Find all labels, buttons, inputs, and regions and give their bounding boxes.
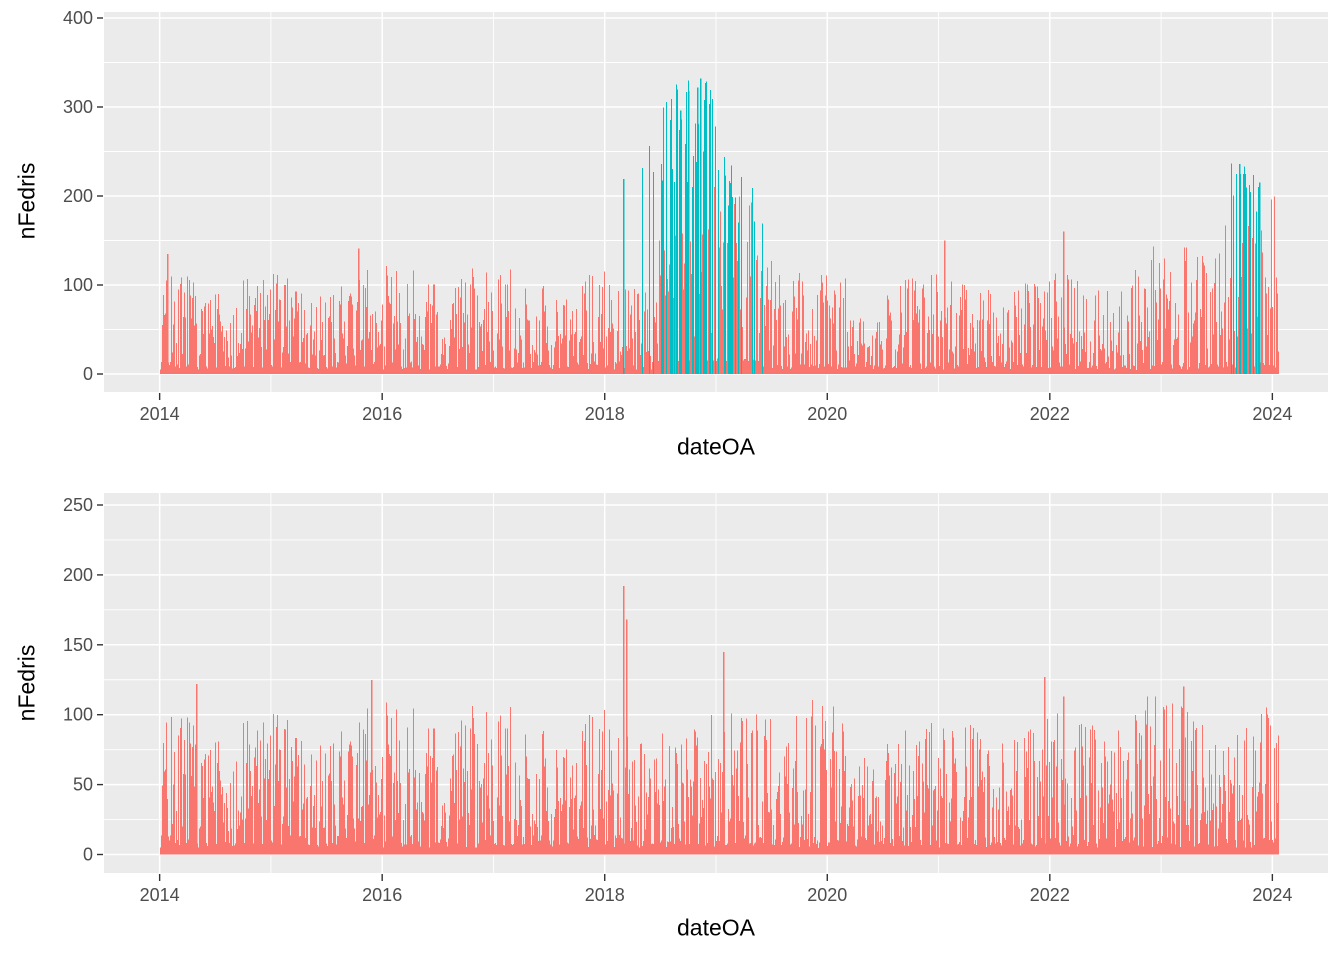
y-tick-label: 200 bbox=[63, 565, 93, 585]
spike-bar bbox=[1183, 686, 1185, 855]
y-axis-title-bottom: nFedris bbox=[13, 644, 40, 722]
y-tick-label: 100 bbox=[63, 705, 93, 725]
bottom-baseline-bars bbox=[160, 586, 1279, 855]
y-tick-label: 400 bbox=[63, 8, 93, 28]
spike-bar bbox=[358, 248, 360, 374]
spike-bar bbox=[623, 586, 625, 855]
y-tick-label: 100 bbox=[63, 275, 93, 295]
spike-bar bbox=[700, 78, 702, 375]
x-tick-label: 2024 bbox=[1252, 404, 1292, 424]
y-tick-label: 0 bbox=[83, 845, 93, 865]
x-tick-label: 2020 bbox=[807, 885, 847, 905]
x-tick-label: 2016 bbox=[362, 885, 402, 905]
y-tick-label: 250 bbox=[63, 495, 93, 515]
y-tick-labels: 0 50 100 150 200 250 bbox=[63, 495, 93, 865]
x-tick-label: 2014 bbox=[140, 885, 180, 905]
spike-bar bbox=[196, 683, 198, 855]
spike-bar bbox=[1259, 182, 1261, 374]
x-tick-label: 2018 bbox=[585, 885, 625, 905]
spike-bar bbox=[626, 619, 628, 855]
spike-bar bbox=[1044, 676, 1046, 855]
x-tick-label: 2016 bbox=[362, 404, 402, 424]
spike-bar bbox=[1063, 696, 1065, 855]
bottom-chart: 2014 2016 2018 2020 2022 2024 0 50 100 150 200 250 bbox=[63, 493, 1328, 905]
spike-bar bbox=[944, 240, 946, 374]
x-tick-label: 2022 bbox=[1030, 404, 1070, 424]
spike-bar bbox=[167, 253, 169, 374]
spike-bar bbox=[1063, 231, 1065, 374]
y-axis-title-top: nFedris bbox=[13, 162, 40, 240]
y-tick-label: 150 bbox=[63, 635, 93, 655]
spike-bar bbox=[680, 110, 682, 374]
x-axis-title-top: dateOA bbox=[677, 433, 755, 460]
axis-tick-marks bbox=[97, 17, 1274, 400]
y-tick-label: 300 bbox=[63, 97, 93, 117]
x-tick-labels: 2014 2016 2018 2020 2022 2024 bbox=[140, 404, 1293, 424]
spike-bar bbox=[1239, 163, 1241, 374]
spike-bar bbox=[723, 651, 725, 855]
y-tick-label: 0 bbox=[83, 364, 93, 384]
spike-bar bbox=[688, 90, 690, 374]
x-axis-title-bottom: dateOA bbox=[677, 914, 755, 941]
x-tick-label: 2024 bbox=[1252, 885, 1292, 905]
top-chart: 2014 2016 2018 2020 2022 2024 0 100 200 300 400 bbox=[63, 8, 1328, 424]
x-tick-label: 2020 bbox=[807, 404, 847, 424]
y-tick-label: 50 bbox=[73, 775, 93, 795]
x-tick-label: 2014 bbox=[140, 404, 180, 424]
spike-bar bbox=[697, 87, 699, 375]
spike-bar bbox=[1243, 173, 1245, 374]
x-tick-label: 2022 bbox=[1030, 885, 1070, 905]
y-tick-labels: 0 100 200 300 400 bbox=[63, 8, 93, 384]
spike-bar bbox=[705, 82, 707, 374]
axis-tick-marks bbox=[97, 504, 1274, 881]
x-tick-label: 2018 bbox=[585, 404, 625, 424]
top-outbreak-bars bbox=[623, 78, 1261, 375]
spike-bar bbox=[371, 679, 373, 855]
x-tick-labels: 2014 2016 2018 2020 2022 2024 bbox=[140, 885, 1293, 905]
y-tick-label: 200 bbox=[63, 186, 93, 206]
spike-bar bbox=[623, 179, 625, 374]
